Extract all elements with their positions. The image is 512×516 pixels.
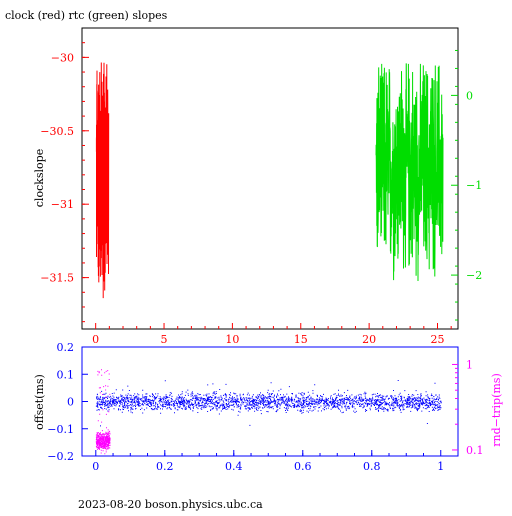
chart-title: clock (red) rtc (green) slopes [5, 9, 168, 22]
rnd-trip-scatter-points [95, 369, 111, 455]
bottom-x-tick-label-2: 0.4 [225, 460, 243, 473]
bottom-x-tick-label-5: 1 [437, 460, 444, 473]
top-right-y-tick-label-0: 0 [466, 89, 473, 102]
top-left-y-tick-label-0: −30 [51, 51, 74, 64]
bottom-left-y-tick-label-0: 0.2 [57, 341, 75, 354]
bottom-left-y-tick-label-2: 0 [67, 396, 74, 409]
top-left-y-tick-label-1: −30.5 [40, 125, 74, 138]
top-x-tick-label-4: 20 [362, 333, 376, 346]
top-x-tick-label-3: 15 [294, 333, 308, 346]
footer-text: 2023-08-20 boson.physics.ubc.ca [78, 498, 263, 511]
top-right-y-tick-label-1: −1 [466, 179, 482, 192]
top-plot-frame [81, 27, 459, 330]
bottom-left-y-tick-label-1: 0.1 [57, 368, 75, 381]
bottom-right-y-tick-label-0: 1 [466, 358, 473, 371]
bottom-right-y-tick-label-1: 0.1 [466, 444, 484, 457]
bottom-x-tick-label-4: 0.8 [363, 460, 381, 473]
offset-scatter-points [95, 380, 442, 427]
top-x-tick-label-2: 10 [225, 333, 239, 346]
rtc-series-line [375, 63, 444, 282]
bottom-x-tick-label-1: 0.2 [156, 460, 174, 473]
bottom-left-y-tick-label-3: −0.1 [47, 423, 74, 436]
clock-series-line [95, 62, 110, 299]
top-x-tick-label-0: 0 [92, 333, 99, 346]
bottom-x-tick-label-0: 0 [92, 460, 99, 473]
top-plot-marks: 0 5 10 15 20 25 −30 −30.5 −31 −31.5 0 −1 −2 [40, 42, 482, 346]
top-x-tick-label-5: 25 [430, 333, 444, 346]
top-left-y-tick-label-2: −31 [51, 198, 74, 211]
top-y-axis-label: clockslope [33, 149, 46, 207]
bottom-right-y-axis-label: rnd−trip(ms) [490, 373, 503, 447]
bottom-y-axis-label: offset(ms) [33, 374, 46, 430]
bottom-x-tick-label-3: 0.6 [294, 460, 312, 473]
top-x-tick-label-1: 5 [161, 333, 168, 346]
bottom-plot-marks: 0 0.2 0.4 0.6 0.8 1 0.2 0.1 0 −0.1 −0.2 1 0.1 [47, 341, 483, 473]
top-right-y-tick-label-2: −2 [466, 269, 482, 282]
top-left-y-tick-label-3: −31.5 [40, 272, 74, 285]
bottom-left-y-tick-label-4: −0.2 [47, 450, 74, 463]
